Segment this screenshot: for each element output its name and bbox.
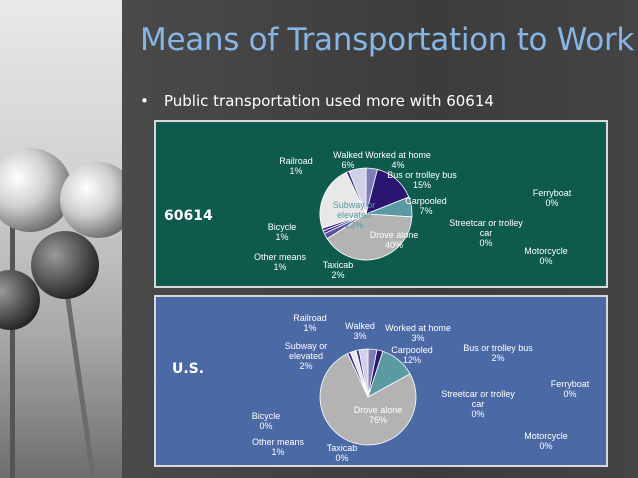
data-label-streetcar-or-trolley-car: Streetcar or trolley car 0% — [449, 218, 523, 248]
data-label-railroad: Railroad 1% — [279, 156, 313, 176]
data-label-taxicab: Taxicab 0% — [327, 443, 358, 463]
bullet-text: Public transportation used more with 606… — [164, 92, 494, 110]
data-label-bicycle: Bicycle 1% — [268, 222, 297, 242]
data-label-subway-or-elevated: Subway or elevated 23% — [333, 200, 376, 230]
data-label-streetcar-or-trolley-car: Streetcar or trolley car 0% — [441, 389, 515, 419]
chart-panel-60614: 60614 Drove alone 40% Carpooled 7% Bus or tro… — [154, 120, 608, 288]
data-label-walked: Walked 3% — [345, 321, 375, 341]
pie-slice-walked — [348, 167, 367, 215]
chart-panel-us: U.S. Drove alone 76% Carpooled 12% Bus or tro… — [154, 295, 608, 467]
data-label-drove-alone: Drove alone 40% — [370, 230, 419, 250]
slide-title: Means of Transportation to Work — [140, 22, 635, 58]
pie-slice-drove-alone — [319, 353, 417, 446]
data-label-bicycle: Bicycle 0% — [252, 411, 281, 431]
pie-slice-walked — [358, 348, 369, 398]
data-label-ferryboat: Ferryboat 0% — [533, 188, 572, 208]
pie-slice-subway-or-elevated — [319, 171, 367, 229]
pie-chart-60614: 60614 Drove alone 40% Carpooled 7% Bus or tro… — [164, 150, 572, 280]
pie-chart-us: U.S. Drove alone 76% Carpooled 12% Bus or tro… — [172, 313, 590, 463]
bullet-icon: • — [140, 92, 149, 110]
data-label-ferryboat: Ferryboat 0% — [551, 379, 590, 399]
panel-label: 60614 — [164, 208, 213, 224]
data-label-motorcycle: Motorcycle 0% — [524, 246, 568, 266]
decorative-photo — [0, 0, 122, 478]
data-label-subway-or-elevated: Subway or elevated 2% — [285, 341, 328, 371]
data-label-bus-or-trolley-bus: Bus or trolley bus 2% — [463, 343, 533, 363]
data-label-other-means: Other means 1% — [252, 437, 305, 457]
data-label-carpooled: Carpooled 7% — [405, 196, 447, 216]
data-label-taxicab: Taxicab 2% — [323, 260, 354, 280]
data-label-bus-or-trolley-bus: Bus or trolley bus 15% — [387, 170, 457, 190]
data-label-motorcycle: Motorcycle 0% — [524, 431, 568, 451]
data-label-railroad: Railroad 1% — [293, 313, 327, 333]
panel-label: U.S. — [172, 361, 204, 377]
pushpins-image — [0, 148, 122, 478]
data-label-carpooled: Carpooled 12% — [391, 345, 433, 365]
data-label-drove-alone: Drove alone 76% — [354, 405, 403, 425]
data-label-worked-at-home: Worked at home 3% — [385, 323, 451, 343]
data-label-other-means: Other means 1% — [254, 252, 307, 272]
data-label-worked-at-home: Worked at home 4% — [365, 150, 431, 170]
data-label-walked: Walked 6% — [333, 150, 363, 170]
